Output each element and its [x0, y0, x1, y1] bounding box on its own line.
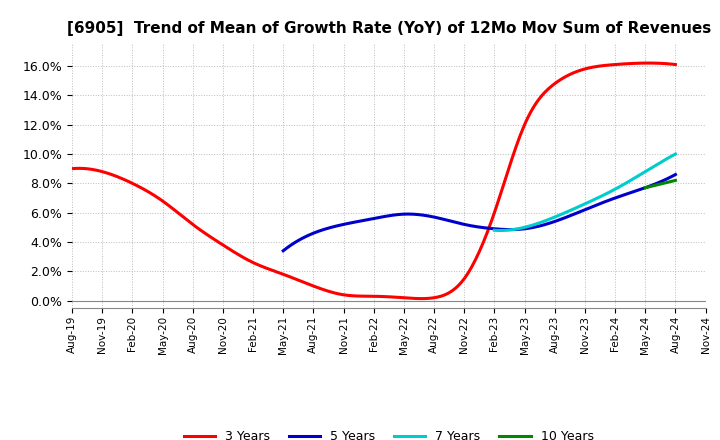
5 Years [279, 248, 287, 253]
Legend: 3 Years, 5 Years, 7 Years, 10 Years: 3 Years, 5 Years, 7 Years, 10 Years [179, 425, 598, 440]
3 Years [429, 295, 438, 301]
3 Years [439, 293, 448, 298]
10 Years [641, 185, 649, 191]
7 Years [496, 228, 505, 233]
7 Years [671, 151, 680, 157]
5 Years [609, 196, 618, 201]
7 Years [598, 193, 607, 198]
5 Years [519, 226, 528, 231]
3 Years [578, 67, 587, 72]
Line: 3 Years: 3 Years [72, 63, 675, 299]
3 Years [417, 296, 426, 301]
3 Years [68, 166, 76, 171]
3 Years [616, 62, 625, 67]
3 Years [645, 60, 654, 66]
5 Years [634, 187, 643, 193]
5 Years [513, 227, 521, 232]
7 Years [491, 227, 500, 233]
3 Years [427, 296, 436, 301]
Line: 7 Years: 7 Years [495, 154, 675, 231]
5 Years [671, 172, 680, 177]
3 Years [671, 62, 680, 67]
7 Years [598, 193, 606, 198]
7 Years [601, 191, 610, 197]
5 Years [511, 227, 520, 232]
7 Years [490, 227, 499, 233]
10 Years [671, 178, 680, 183]
Line: 5 Years: 5 Years [283, 175, 675, 251]
Line: 10 Years: 10 Years [645, 180, 675, 188]
7 Years [654, 161, 663, 166]
Title: [6905]  Trend of Mean of Growth Rate (YoY) of 12Mo Mov Sum of Revenues: [6905] Trend of Mean of Growth Rate (YoY… [67, 21, 711, 36]
5 Years [280, 247, 289, 253]
7 Years [643, 168, 652, 173]
3 Years [70, 166, 78, 171]
